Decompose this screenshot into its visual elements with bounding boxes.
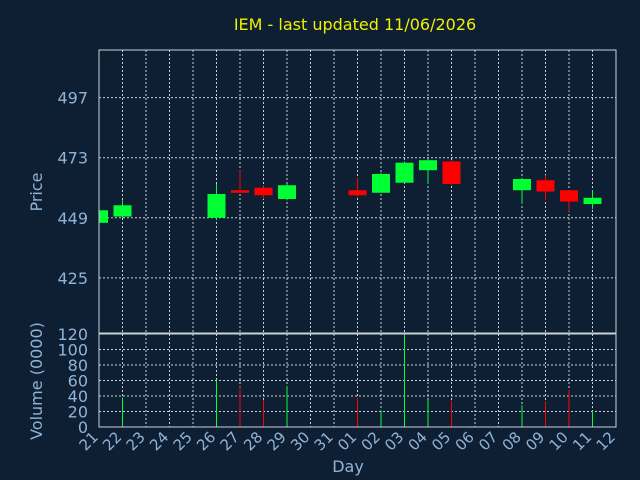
- candle-body: [419, 160, 437, 171]
- up-candle: [583, 190, 602, 210]
- day-tick-label: 26: [193, 428, 219, 454]
- day-tick-label: 25: [170, 428, 196, 454]
- candle-body: [583, 197, 602, 205]
- day-tick-label: 22: [99, 428, 125, 454]
- day-tick-label: 01: [334, 428, 360, 454]
- down-candle: [231, 170, 249, 193]
- up-candle: [372, 172, 390, 193]
- price-tick-label: 473: [57, 149, 88, 168]
- up-candle: [513, 177, 531, 205]
- day-tick-label: 05: [428, 428, 454, 454]
- down-candle: [348, 177, 367, 197]
- day-tick-label: 08: [499, 428, 525, 454]
- volume-tick-label: 60: [68, 372, 88, 391]
- candle-body: [207, 194, 226, 218]
- down-candle: [536, 175, 555, 201]
- candle-body: [113, 205, 132, 217]
- volume-tick-label: 80: [68, 356, 88, 375]
- volume-tick-label: 0: [78, 418, 88, 437]
- volume-tick-label: 100: [57, 341, 88, 360]
- day-tick-label: 02: [358, 428, 384, 454]
- volume-axis-label: Volume (0000): [27, 322, 46, 440]
- candle-body: [395, 162, 414, 183]
- candle-body: [254, 187, 273, 196]
- day-tick-label: 06: [452, 428, 478, 454]
- candle-body: [560, 190, 578, 202]
- up-candle: [395, 161, 414, 183]
- volume-bars: [122, 334, 593, 427]
- day-tick-label: 29: [264, 428, 290, 454]
- candle-body: [442, 161, 461, 184]
- day-tick-label: 07: [475, 428, 501, 454]
- up-candle: [278, 183, 296, 201]
- chart-title: IEM - last updated 11/06/2026: [234, 15, 476, 34]
- candle-body: [231, 190, 249, 193]
- candle-body: [278, 185, 296, 200]
- candle-body: [99, 210, 108, 223]
- day-tick-label: 10: [546, 428, 572, 454]
- day-tick-label: 27: [217, 428, 243, 454]
- candle-body: [513, 178, 531, 191]
- day-tick-labels: 2122232425262728293031010203040506070809…: [76, 428, 619, 454]
- up-candle: [98, 209, 108, 225]
- day-tick-label: 30: [287, 428, 313, 454]
- volume-tick-label: 40: [68, 387, 88, 406]
- up-candle: [419, 158, 437, 184]
- price-candles: [98, 158, 602, 225]
- day-tick-label: 04: [405, 428, 431, 454]
- price-panel-frame: [98, 49, 617, 334]
- down-candle: [442, 160, 461, 186]
- day-tick-label: 31: [311, 428, 337, 454]
- day-tick-label: 11: [569, 428, 595, 454]
- candle-body: [372, 173, 390, 193]
- candle-body: [348, 190, 367, 196]
- volume-panel-frame: [98, 333, 617, 428]
- down-candle: [560, 190, 578, 212]
- price-tick-label: 497: [57, 89, 88, 108]
- volume-tick-label: 20: [68, 403, 88, 422]
- day-tick-label: 23: [123, 428, 149, 454]
- day-tick-label: 03: [381, 428, 407, 454]
- candle-body: [536, 180, 555, 192]
- price-tick-label: 449: [57, 209, 88, 228]
- day-tick-label: 12: [593, 428, 619, 454]
- price-axis-label: Price: [27, 172, 46, 211]
- price-tick-label: 425: [57, 269, 88, 288]
- up-candle: [207, 183, 226, 221]
- x-axis-label: Day: [332, 457, 364, 476]
- down-candle: [254, 186, 273, 200]
- day-tick-label: 28: [240, 428, 266, 454]
- volume-tick-label: 120: [57, 325, 88, 344]
- day-tick-label: 24: [146, 428, 172, 454]
- price-tick-labels: 425 449 473 497: [57, 89, 88, 288]
- day-tick-label: 09: [522, 428, 548, 454]
- up-candle: [113, 200, 132, 218]
